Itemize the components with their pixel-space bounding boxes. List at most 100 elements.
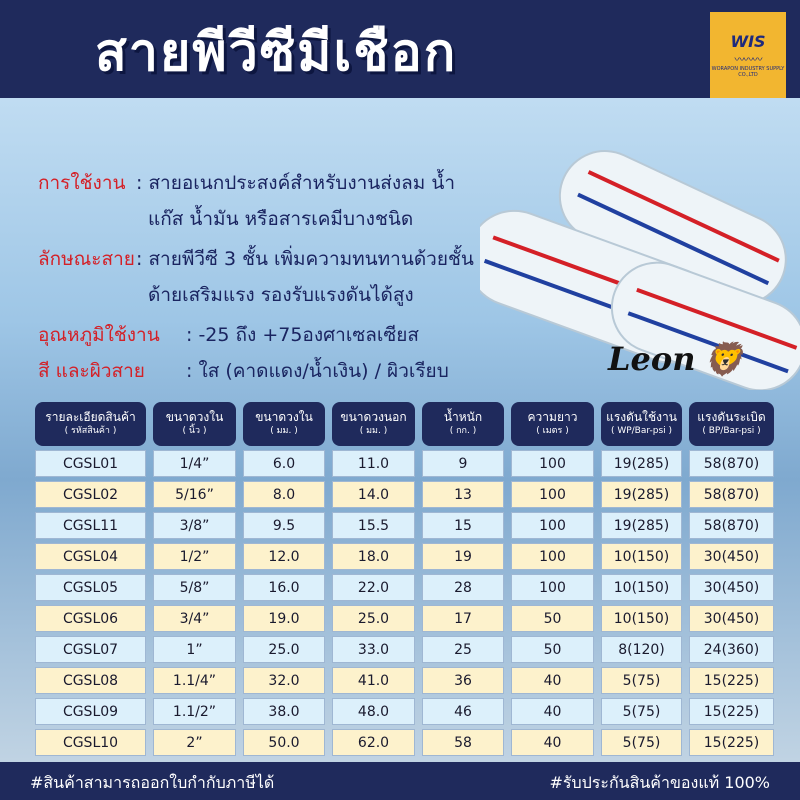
header-title: ขนาดวงนอก xyxy=(340,410,407,425)
info-label: อุณหภูมิใช้งาน xyxy=(38,324,160,346)
table-row: CGSL02 5/16” 8.0 14.0 13 100 19(285) 58(870) xyxy=(35,481,774,508)
table-cell: 5/16” xyxy=(153,481,236,508)
table-cell: 10(150) xyxy=(601,543,682,570)
header-title: ความยาว xyxy=(527,410,578,425)
table-cell: 48.0 xyxy=(332,698,415,725)
table-cell: CGSL05 xyxy=(35,574,146,601)
table-cell: 13 xyxy=(422,481,504,508)
table-row: CGSL04 1/2” 12.0 18.0 19 100 10(150) 30(450) xyxy=(35,543,774,570)
info-text: แก๊ส น้ำมัน หรือสารเคมีบางชนิด xyxy=(148,208,414,230)
table-cell: 10(150) xyxy=(601,574,682,601)
table-cell: 50.0 xyxy=(243,729,325,756)
table-cell: 5(75) xyxy=(601,698,682,725)
column-header: ขนาดวงใน( มม. ) xyxy=(243,402,325,446)
info-label: สี และผิวสาย xyxy=(38,360,145,382)
column-header: น้ำหนัก( กก. ) xyxy=(422,402,504,446)
table-cell: 19.0 xyxy=(243,605,325,632)
table-row: CGSL08 1.1/4” 32.0 41.0 36 40 5(75) 15(225) xyxy=(35,667,774,694)
header-unit: ( กก. ) xyxy=(449,425,477,436)
table-cell: 36 xyxy=(422,667,504,694)
table-cell: 10(150) xyxy=(601,605,682,632)
header-unit: ( รหัสสินค้า ) xyxy=(64,425,117,436)
table-cell: 15(225) xyxy=(689,698,774,725)
header-title: ขนาดวงใน xyxy=(255,410,313,425)
table-cell: 9 xyxy=(422,450,504,477)
table-cell: 58 xyxy=(422,729,504,756)
table-cell: 2” xyxy=(153,729,236,756)
hose-product-image xyxy=(480,150,800,390)
table-cell: 8(120) xyxy=(601,636,682,663)
table-cell: 100 xyxy=(511,512,594,539)
header-title: ขนาดวงใน xyxy=(165,410,224,425)
table-cell: 22.0 xyxy=(332,574,415,601)
spec-table: รายละเอียดสินค้า( รหัสสินค้า ) ขนาดวงใน( … xyxy=(28,398,781,760)
table-cell: CGSL10 xyxy=(35,729,146,756)
table-row: CGSL07 1” 25.0 33.0 25 50 8(120) 24(360) xyxy=(35,636,774,663)
table-cell: 100 xyxy=(511,481,594,508)
header-banner: สายพีวีซีมีเชือก WIS 〰〰〰 WORAPON INDUSTR… xyxy=(0,0,800,98)
table-cell: 15(225) xyxy=(689,729,774,756)
table-cell: 6.0 xyxy=(243,450,325,477)
table-cell: 3/4” xyxy=(153,605,236,632)
info-text: : สายพีวีซี 3 ชั้น เพิ่มความทนทานด้วยชั้… xyxy=(136,248,474,270)
table-cell: 12.0 xyxy=(243,543,325,570)
table-cell: 41.0 xyxy=(332,667,415,694)
table-cell: 50 xyxy=(511,605,594,632)
table-cell: 40 xyxy=(511,698,594,725)
header-title: แรงดันใช้งาน xyxy=(606,410,677,425)
info-text: : ใส (คาดแดง/น้ำเงิน) / ผิวเรียบ xyxy=(186,360,449,382)
table-cell: 28 xyxy=(422,574,504,601)
table-cell: 17 xyxy=(422,605,504,632)
table-cell: 19(285) xyxy=(601,512,682,539)
table-cell: 58(870) xyxy=(689,450,774,477)
table-cell: CGSL01 xyxy=(35,450,146,477)
brand-logo: Leon 🦁 xyxy=(608,340,744,378)
table-cell: 1/2” xyxy=(153,543,236,570)
header-unit: ( เมตร ) xyxy=(536,425,569,436)
table-cell: CGSL02 xyxy=(35,481,146,508)
table-cell: 25.0 xyxy=(243,636,325,663)
table-cell: 46 xyxy=(422,698,504,725)
table-cell: 16.0 xyxy=(243,574,325,601)
table-cell: 25 xyxy=(422,636,504,663)
footer-banner: #สินค้าสามารถออกใบกำกับภาษีได้ #รับประกั… xyxy=(0,762,800,800)
table-cell: CGSL09 xyxy=(35,698,146,725)
column-header: ขนาดวงนอก( มม. ) xyxy=(332,402,415,446)
table-cell: 1/4” xyxy=(153,450,236,477)
table-cell: 19(285) xyxy=(601,450,682,477)
table-cell: 3/8” xyxy=(153,512,236,539)
table-cell: CGSL06 xyxy=(35,605,146,632)
info-label: ลักษณะสาย xyxy=(38,248,135,270)
table-cell: 15 xyxy=(422,512,504,539)
table-row: CGSL01 1/4” 6.0 11.0 9 100 19(285) 58(870) xyxy=(35,450,774,477)
page-title: สายพีวีซีมีเชือก xyxy=(95,23,458,83)
table-cell: 5(75) xyxy=(601,667,682,694)
table-row: CGSL10 2” 50.0 62.0 58 40 5(75) 15(225) xyxy=(35,729,774,756)
table-cell: 1.1/4” xyxy=(153,667,236,694)
table-cell: 30(450) xyxy=(689,574,774,601)
table-cell: 50 xyxy=(511,636,594,663)
table-cell: 58(870) xyxy=(689,512,774,539)
table-cell: 5/8” xyxy=(153,574,236,601)
table-cell: 8.0 xyxy=(243,481,325,508)
company-logo: WIS 〰〰〰 WORAPON INDUSTRY SUPPLY CO.,LTD xyxy=(710,12,786,98)
table-cell: 19 xyxy=(422,543,504,570)
table-cell: 1.1/2” xyxy=(153,698,236,725)
table-row: CGSL05 5/8” 16.0 22.0 28 100 10(150) 30(450) xyxy=(35,574,774,601)
header-unit: ( มม. ) xyxy=(270,425,298,436)
info-text: : สายอเนกประสงค์สำหรับงานส่งลม น้ำ xyxy=(136,172,456,194)
table-cell: 58(870) xyxy=(689,481,774,508)
column-header: ขนาดวงใน( นิ้ว ) xyxy=(153,402,236,446)
table-cell: 18.0 xyxy=(332,543,415,570)
header-unit: ( BP/Bar-psi ) xyxy=(702,425,761,436)
header-title: แรงดันระเบิด xyxy=(697,410,766,425)
table-cell: 62.0 xyxy=(332,729,415,756)
table-cell: 100 xyxy=(511,450,594,477)
table-cell: 11.0 xyxy=(332,450,415,477)
table-cell: 40 xyxy=(511,667,594,694)
header-unit: ( นิ้ว ) xyxy=(182,425,207,436)
table-cell: 38.0 xyxy=(243,698,325,725)
header-title: น้ำหนัก xyxy=(443,410,483,425)
column-header: ความยาว( เมตร ) xyxy=(511,402,594,446)
table-cell: 100 xyxy=(511,574,594,601)
